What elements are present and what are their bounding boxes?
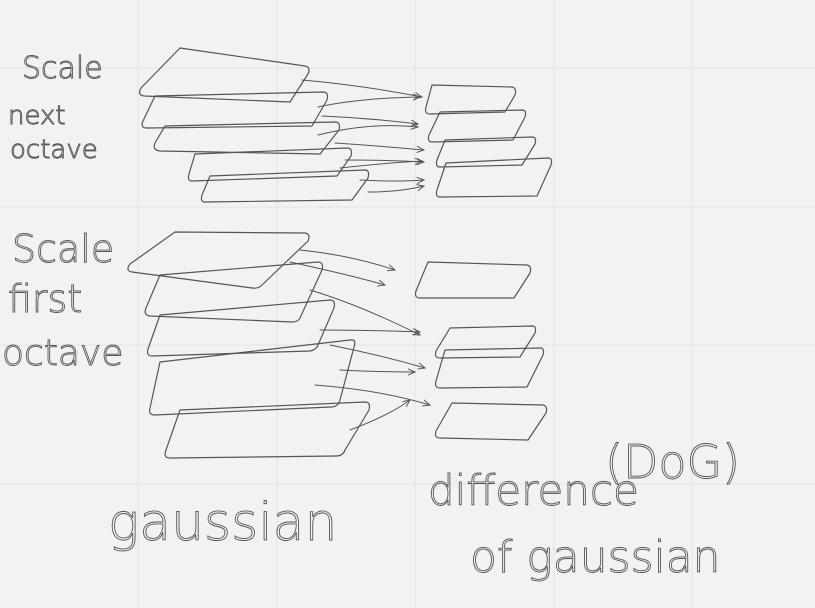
next-octave-arrows	[301, 79, 424, 193]
gaussian-layer	[138, 47, 310, 103]
label-line: octave	[10, 135, 98, 165]
gaussian-layer	[148, 339, 356, 416]
first-octave-gaussian-stack	[127, 231, 371, 459]
label-line: Scale	[22, 51, 103, 86]
next-octave-dog-stack	[424, 84, 553, 198]
gaussian-layer	[200, 169, 370, 203]
gaussian-layer	[164, 401, 371, 459]
label-line: Scale	[12, 227, 114, 271]
dog-layer	[435, 157, 553, 198]
arrow	[317, 126, 418, 136]
dog-layer	[424, 84, 517, 115]
dog-layer	[414, 261, 532, 299]
gaussian-layer	[146, 299, 336, 357]
label-scale-next-octave: Scale next octave	[8, 51, 104, 166]
first-octave-dog-stack	[414, 261, 548, 441]
dog-layer	[427, 109, 527, 143]
arrow	[301, 79, 422, 97]
arrow	[321, 115, 418, 124]
gaussian-layer	[127, 231, 310, 289]
dog-layer	[434, 325, 537, 359]
label-gaussian: gaussian	[108, 493, 337, 553]
label-line: difference	[428, 466, 639, 515]
arrow	[299, 249, 395, 270]
arrow	[309, 289, 420, 335]
label-line: first	[8, 277, 82, 321]
gaussian-layer	[144, 261, 324, 323]
dog-layer	[434, 347, 545, 389]
label-line: next	[8, 101, 66, 131]
dog-layer	[435, 136, 537, 168]
dog-layer	[434, 402, 548, 441]
arrow	[359, 180, 424, 181]
arrow	[339, 161, 422, 169]
gaussian-layer	[187, 147, 353, 182]
label-scale-first-octave: Scale first octave	[2, 227, 124, 375]
next-octave-gaussian-stack	[138, 47, 370, 203]
label-difference-of-gaussian: difference (DoG) of gaussian	[428, 435, 741, 584]
arrow	[289, 261, 385, 285]
arrow	[314, 384, 430, 405]
arrow	[319, 330, 420, 332]
arrow	[349, 400, 410, 431]
arrow	[339, 370, 415, 372]
label-line: octave	[2, 333, 123, 374]
arrow	[329, 344, 425, 368]
arrow	[367, 186, 424, 193]
arrow	[334, 142, 424, 150]
arrow	[317, 97, 420, 108]
gaussian-layer	[141, 91, 329, 129]
gaussian-layer	[153, 121, 341, 155]
first-octave-arrows	[289, 249, 430, 431]
label-line: of gaussian	[470, 532, 721, 583]
label-line: (DoG)	[605, 435, 740, 489]
